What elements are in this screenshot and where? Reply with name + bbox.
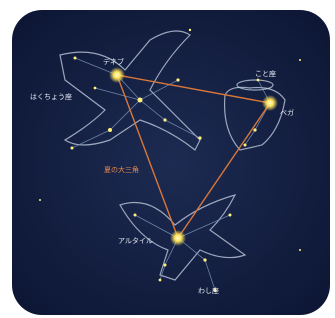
deneb-label: デネブ — [103, 57, 124, 66]
vega-label: ベガ — [280, 108, 294, 117]
altair-label: アルタイル — [118, 236, 153, 245]
cygnus-label: はくちょう座 — [30, 92, 72, 101]
page: デネブ はくちょう座 こと座 ベガ 夏の大三角 アルタイル わし座 (() =>… — [0, 0, 335, 318]
lyra-label: こと座 — [255, 69, 276, 78]
triangle-label: 夏の大三角 — [104, 165, 139, 174]
deneb-star — [109, 67, 125, 83]
vega-star — [262, 95, 278, 111]
altair-star — [170, 230, 186, 246]
icon: デネブ はくちょう座 こと座 ベガ 夏の大三角 アルタイル わし座 — [0, 0, 335, 318]
aquila-label: わし座 — [198, 286, 219, 295]
